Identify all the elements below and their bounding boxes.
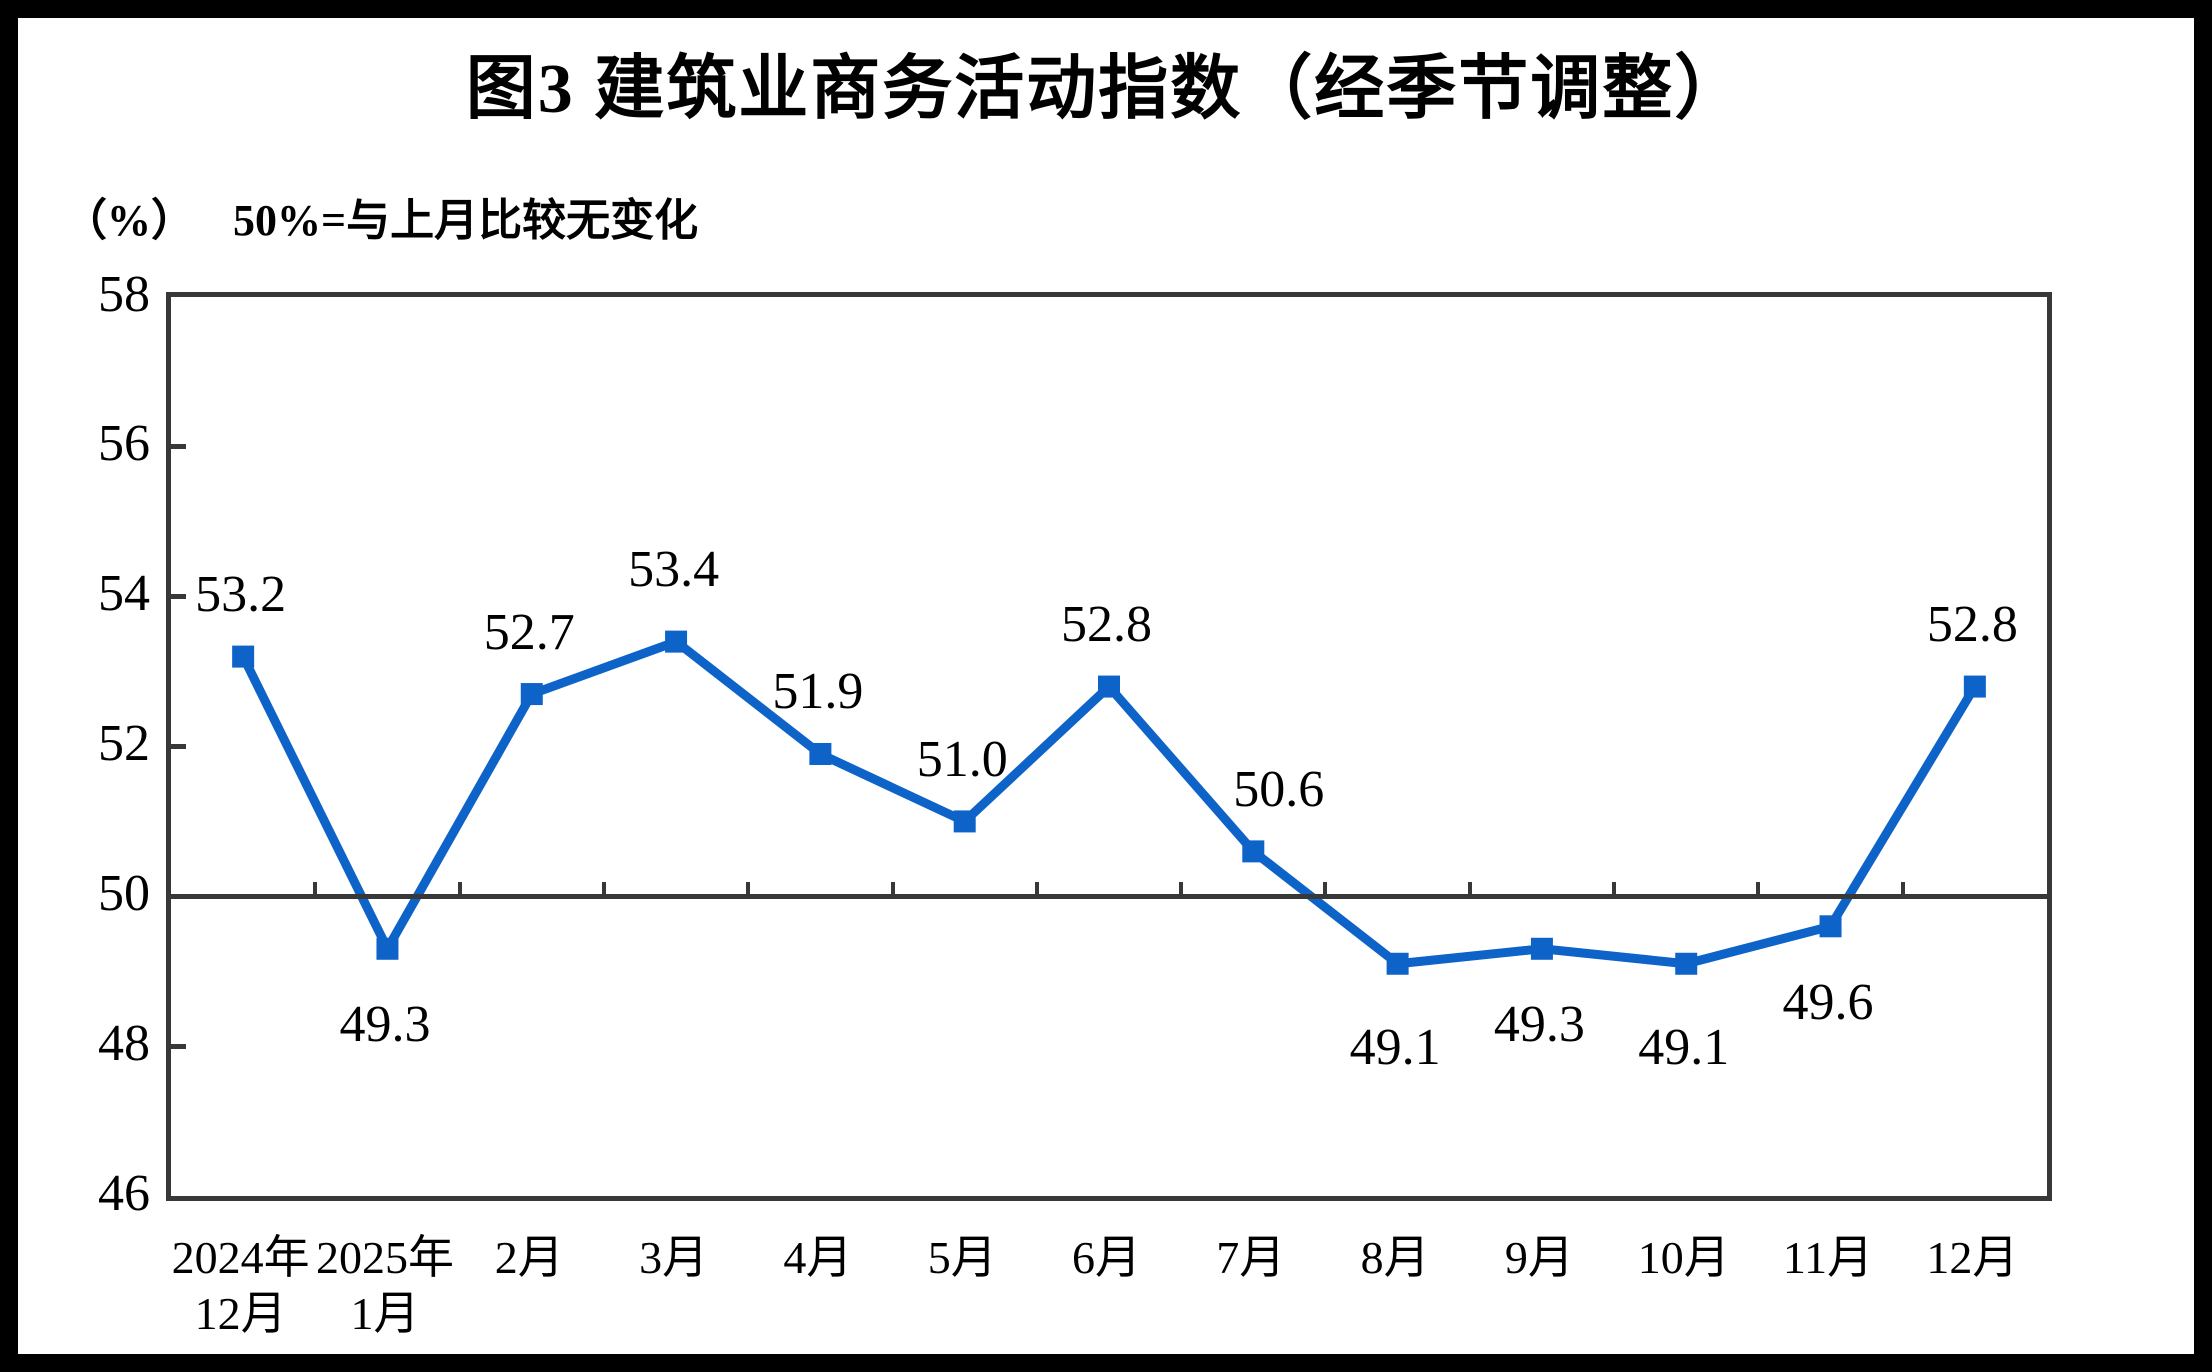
data-point-label: 50.6 xyxy=(1233,760,1325,818)
x-axis-label-line: 7月 xyxy=(1216,1232,1286,1283)
x-axis-label-line: 12月 xyxy=(194,1288,287,1339)
data-point-marker xyxy=(953,810,976,833)
y-axis-tick-label: 50 xyxy=(98,864,150,922)
data-point-marker xyxy=(1530,937,1553,960)
data-point-marker xyxy=(1098,675,1120,698)
x-axis-label: 12月 xyxy=(1852,1230,2092,1286)
data-point-marker xyxy=(1242,840,1265,863)
x-axis-tick xyxy=(1612,881,1617,894)
data-point-label: 51.9 xyxy=(772,663,864,721)
y-axis-tick xyxy=(171,893,186,899)
data-point-label: 49.3 xyxy=(339,996,431,1054)
data-point-label: 49.1 xyxy=(1638,1019,1730,1077)
x-axis-tick xyxy=(1756,881,1761,894)
y-axis-tick-label: 54 xyxy=(98,565,150,623)
x-axis-label: 9月 xyxy=(1419,1230,1659,1286)
data-point-label: 53.4 xyxy=(628,541,720,599)
x-axis-label-line: 9月 xyxy=(1504,1232,1574,1283)
data-point-label: 51.0 xyxy=(916,730,1008,788)
x-axis-label-line: 12月 xyxy=(1926,1232,2019,1283)
x-axis-tick xyxy=(313,881,318,894)
x-axis-label: 10月 xyxy=(1564,1230,1804,1286)
data-point-label: 53.2 xyxy=(195,566,287,624)
y-axis-tick-label: 56 xyxy=(98,415,150,473)
x-axis-tick xyxy=(746,881,751,894)
x-axis-label: 4月 xyxy=(698,1230,938,1286)
x-axis-label: 8月 xyxy=(1275,1230,1515,1286)
data-point-marker xyxy=(809,742,832,765)
x-axis-label: 7月 xyxy=(1131,1230,1371,1286)
x-axis-tick xyxy=(1323,881,1328,894)
x-axis-tick xyxy=(890,881,895,894)
data-point-label: 49.6 xyxy=(1782,973,1874,1031)
plot-area xyxy=(166,292,2052,1201)
x-axis-label-line: 1月 xyxy=(350,1288,420,1339)
x-axis-label-line: 2024年 xyxy=(171,1232,310,1283)
data-point-marker xyxy=(520,683,543,706)
y-axis-unit-label: （%） xyxy=(63,196,195,245)
reference-line-note: 50%=与上月比较无变化 xyxy=(233,196,699,245)
x-axis-label-line: 10月 xyxy=(1637,1232,1730,1283)
data-point-marker xyxy=(1675,952,1698,975)
x-axis-label-line: 2月 xyxy=(494,1232,564,1283)
x-axis-label: 2025年 1月 xyxy=(265,1230,505,1342)
data-point-marker xyxy=(376,937,399,960)
x-axis-tick xyxy=(1034,881,1039,894)
y-axis-tick-label: 46 xyxy=(98,1164,150,1222)
data-point-label: 52.8 xyxy=(1061,596,1152,654)
axis-note: （%） 50%=与上月比较无变化 xyxy=(63,184,698,248)
x-axis-label: 2024年 12月 xyxy=(121,1230,361,1342)
x-axis-label: 5月 xyxy=(842,1230,1082,1286)
x-axis-tick xyxy=(1467,881,1472,894)
y-axis-tick xyxy=(171,594,186,600)
data-point-label: 49.3 xyxy=(1493,996,1585,1054)
data-point-marker xyxy=(1819,915,1842,938)
y-axis-tick-label: 48 xyxy=(98,1014,150,1072)
data-point-label: 52.8 xyxy=(1926,596,2018,654)
data-point-marker xyxy=(1386,952,1409,975)
y-axis-tick xyxy=(171,744,186,749)
y-axis-tick xyxy=(171,1043,186,1049)
data-point-marker xyxy=(232,645,255,668)
x-axis-tick xyxy=(1900,881,1905,894)
y-axis-tick-label: 58 xyxy=(98,265,150,323)
x-axis-tick xyxy=(1179,881,1184,894)
x-axis-label: 11月 xyxy=(1708,1230,1948,1286)
x-axis-label-line: 2025年 xyxy=(315,1232,454,1283)
reference-line-50 xyxy=(171,893,2047,899)
x-axis-tick xyxy=(457,881,462,894)
x-axis-label: 3月 xyxy=(554,1230,794,1286)
chart-title: 图3 建筑业商务活动指数（经季节调整） xyxy=(465,51,1747,128)
chart-canvas xyxy=(232,630,1986,975)
x-axis-label-line: 5月 xyxy=(927,1232,997,1283)
data-point-marker xyxy=(665,630,688,653)
x-axis-label-line: 4月 xyxy=(783,1232,853,1283)
x-axis-label-line: 3月 xyxy=(639,1232,709,1283)
x-axis-label-line: 6月 xyxy=(1072,1232,1141,1283)
x-axis-label-line: 8月 xyxy=(1360,1232,1430,1283)
x-axis-label: 6月 xyxy=(987,1230,1227,1286)
data-point-marker xyxy=(1963,675,1986,698)
x-axis-label-line: 11月 xyxy=(1782,1232,1874,1283)
data-point-label: 49.1 xyxy=(1349,1019,1441,1077)
x-axis-label: 2月 xyxy=(409,1230,649,1286)
data-point-label: 52.7 xyxy=(483,603,575,661)
x-axis-tick xyxy=(601,881,606,894)
y-axis-tick xyxy=(171,444,186,450)
y-axis-tick-label: 52 xyxy=(98,715,150,772)
